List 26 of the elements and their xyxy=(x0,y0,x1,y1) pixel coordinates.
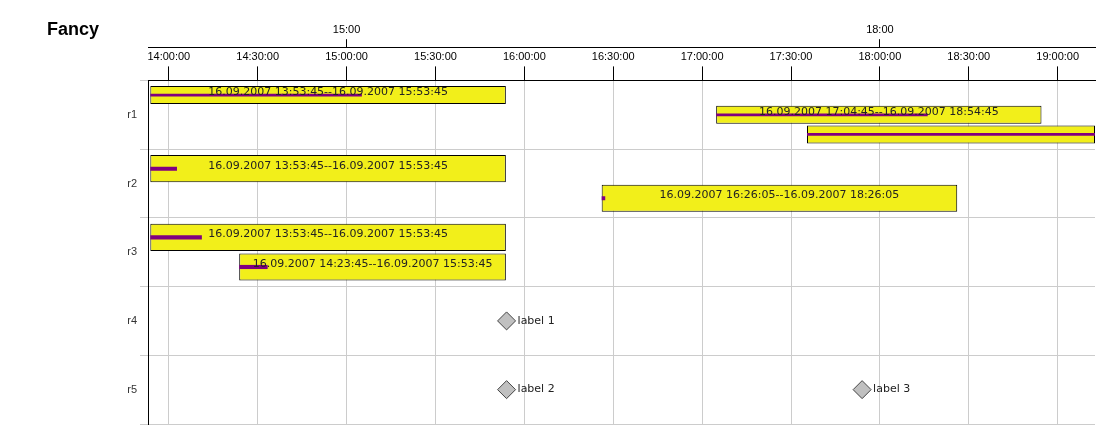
x-tick-label: 15:30:00 xyxy=(414,49,457,62)
annotation: 16.09.2007 13:53:45--16.09.2007 15:53:45 xyxy=(208,158,448,172)
y-tick-label: r2 xyxy=(127,176,137,189)
x-tick-label: 14:00:00 xyxy=(147,49,191,62)
x2-tick-label: 18:00 xyxy=(866,22,894,35)
y-tick-label: r3 xyxy=(127,245,137,258)
x-tick-label: 16:30:00 xyxy=(591,49,635,62)
x-tick-label: 14:30:00 xyxy=(236,49,280,62)
x-tick-label: 18:30:00 xyxy=(947,49,991,62)
x-tick-label: 16:00:00 xyxy=(502,49,546,62)
annotation: 16.09.2007 14:23:45--16.09.2007 15:53:45 xyxy=(252,256,493,270)
x-tick-label: 18:00:00 xyxy=(858,49,902,62)
x-tick-label: 17:00:00 xyxy=(680,49,724,62)
annotation: 16.09.2007 16:26:05--16.09.2007 18:26:05 xyxy=(659,188,900,202)
annotation: label 3 xyxy=(873,382,911,396)
annotation: label 2 xyxy=(517,382,555,396)
x-tick-label: 17:30:00 xyxy=(769,49,813,62)
annotation: 16.09.2007 13:53:45--16.09.2007 15:53:45 xyxy=(208,227,448,241)
x2-tick-label: 15:00 xyxy=(332,22,361,35)
x-tick-label: 19:00:00 xyxy=(1036,49,1080,62)
y-tick-label: r4 xyxy=(127,313,137,326)
annotation: label 1 xyxy=(517,313,555,327)
x-tick-label: 15:00:00 xyxy=(325,49,368,62)
chart-title: Fancy xyxy=(46,17,100,41)
y-tick-label: r1 xyxy=(127,107,137,120)
y-tick-label: r5 xyxy=(127,382,137,395)
